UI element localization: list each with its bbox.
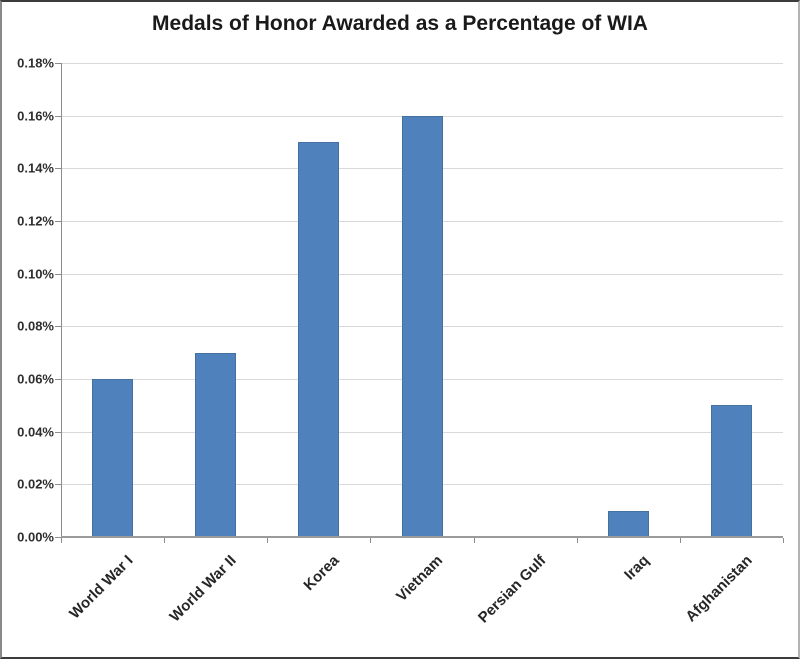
y-axis-tick xyxy=(55,537,61,538)
x-axis-tick xyxy=(679,538,681,543)
y-axis-tick xyxy=(55,273,61,275)
y-axis-tick xyxy=(55,221,61,222)
gridline xyxy=(61,63,783,64)
x-axis-label-world-war-i: World War I xyxy=(66,552,137,623)
plot-area: 0.00% 0.02% 0.04% 0.06% 0.08% 0.10% 0.12% 0.14%… xyxy=(17,56,784,627)
x-axis-tick xyxy=(576,538,578,543)
y-axis-tick-label: 0.04% xyxy=(17,424,54,440)
x-axis-label-persian-gulf: Persian Gulf xyxy=(474,552,550,627)
y-axis-tick-label: 0.14% xyxy=(17,160,54,176)
bar-afghanistan xyxy=(710,405,752,537)
y-axis-tick xyxy=(55,431,61,433)
bar-world-war-i xyxy=(92,379,134,537)
y-axis-tick-label: 0.12% xyxy=(17,213,54,229)
y-axis-tick xyxy=(55,168,61,170)
chart-title: Medals of Honor Awarded as a Percentage … xyxy=(152,12,648,35)
y-axis-tick-label: 0.00% xyxy=(17,529,54,545)
y-axis-tick xyxy=(55,379,61,380)
x-axis-label-korea: Korea xyxy=(300,552,343,595)
x-axis-label-world-war-ii: World War II xyxy=(166,552,240,626)
x-axis-tick xyxy=(783,538,784,543)
y-axis-tick-label: 0.16% xyxy=(17,108,54,124)
bar-iraq xyxy=(607,510,649,537)
y-axis-tick-label: 0.08% xyxy=(17,318,54,334)
bar-world-war-ii xyxy=(195,352,237,537)
x-axis-tick xyxy=(61,538,62,543)
x-axis-tick xyxy=(370,538,372,543)
x-axis-tick xyxy=(164,538,166,543)
x-axis-tick xyxy=(473,538,475,543)
x-axis-label-vietnam: Vietnam xyxy=(392,552,447,606)
y-axis-tick xyxy=(55,326,61,328)
y-axis-tick-label: 0.02% xyxy=(17,476,54,492)
y-axis-line xyxy=(61,63,62,537)
bar-korea xyxy=(298,142,340,537)
x-axis-line xyxy=(61,536,783,538)
y-axis-tick-label: 0.10% xyxy=(17,266,54,282)
x-axis-label-afghanistan: Afghanistan xyxy=(682,552,756,626)
y-axis-tick xyxy=(55,115,61,117)
bar-vietnam xyxy=(401,115,443,537)
y-axis-tick-label: 0.18% xyxy=(17,55,54,71)
y-axis-tick xyxy=(55,484,61,486)
y-axis-tick-label: 0.06% xyxy=(17,371,54,387)
y-axis-tick xyxy=(55,63,61,64)
x-axis-label-iraq: Iraq xyxy=(620,552,653,584)
x-axis-tick xyxy=(267,538,269,543)
